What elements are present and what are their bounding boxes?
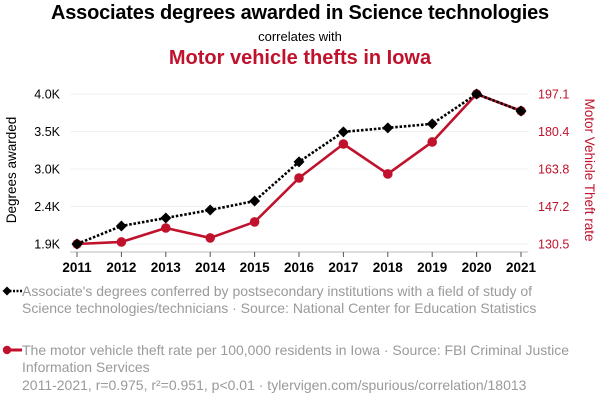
degrees-point bbox=[115, 220, 127, 232]
grid-lines bbox=[70, 93, 528, 245]
legend-item-thefts: The motor vehicle theft rate per 100,000… bbox=[2, 342, 582, 376]
x-tick-label: 2013 bbox=[151, 260, 182, 275]
right-tick-label: 180.4 bbox=[538, 125, 569, 139]
degrees-point bbox=[160, 212, 172, 224]
chart-title: Associates degrees awarded in Science te… bbox=[51, 2, 549, 24]
left-tick-label: 3.0K bbox=[34, 163, 60, 177]
x-tick-label: 2021 bbox=[506, 260, 537, 275]
left-tick-label: 2.4K bbox=[34, 200, 60, 214]
series-group bbox=[71, 88, 527, 250]
degrees-point bbox=[471, 88, 483, 100]
theft-rate-point bbox=[427, 137, 438, 147]
right-axis-title: Motor Vehicle Theft rate bbox=[582, 98, 597, 241]
axes: 1.9K 130.5 2.4K 147.2 3.0K 163.8 3.5K 180.4 4.0K… bbox=[4, 88, 597, 276]
x-tick-label: 2018 bbox=[373, 260, 404, 275]
degrees-point bbox=[71, 238, 83, 250]
x-tick-label: 2016 bbox=[284, 260, 315, 275]
degrees-point bbox=[515, 105, 527, 117]
theft-rate-point bbox=[338, 139, 349, 149]
left-tick-label: 4.0K bbox=[34, 88, 60, 102]
degrees-point bbox=[337, 126, 349, 138]
x-tick-label: 2014 bbox=[195, 260, 226, 275]
degrees-point bbox=[249, 195, 261, 207]
legend-label-degrees: Associate's degrees conferred by postsec… bbox=[22, 283, 537, 316]
theft-rate-point bbox=[249, 217, 260, 227]
theft-rate-point bbox=[294, 173, 304, 183]
right-tick-label: 130.5 bbox=[538, 238, 569, 252]
legend-item-degrees: Associate's degrees conferred by postsec… bbox=[2, 283, 582, 317]
left-tick-label: 3.5K bbox=[34, 125, 60, 139]
diamond-dotted-line-icon bbox=[2, 286, 22, 296]
x-tick-label: 2011 bbox=[62, 260, 92, 275]
left-axis-title: Degrees awarded bbox=[4, 117, 19, 224]
theft-rate-point bbox=[116, 237, 127, 247]
chart-subtitle: correlates with bbox=[258, 29, 342, 44]
x-tick-label: 2020 bbox=[462, 260, 492, 275]
degrees-point bbox=[204, 204, 216, 216]
degrees-point bbox=[382, 122, 394, 134]
degrees-point bbox=[293, 156, 305, 168]
x-tick-label: 2015 bbox=[240, 260, 271, 275]
legend-label-thefts: The motor vehicle theft rate per 100,000… bbox=[22, 342, 570, 375]
theft-rate-point bbox=[383, 169, 393, 179]
chart-title-secondary: Motor vehicle thefts in Iowa bbox=[168, 47, 432, 69]
chart-svg: 1.9K 130.5 2.4K 147.2 3.0K 163.8 3.5K 180.4 4.0K… bbox=[4, 88, 597, 276]
x-tick-label: 2012 bbox=[106, 260, 136, 275]
degrees-point bbox=[426, 118, 438, 130]
theft-rate-point bbox=[161, 223, 171, 233]
circle-solid-line-icon bbox=[2, 345, 22, 355]
x-tick-label: 2017 bbox=[328, 260, 358, 275]
right-tick-label: 197.1 bbox=[538, 88, 569, 102]
left-tick-label: 1.9K bbox=[34, 238, 60, 252]
x-tick-label: 2019 bbox=[417, 260, 447, 275]
theft-rate-point bbox=[205, 233, 215, 243]
right-tick-label: 163.8 bbox=[538, 163, 569, 177]
footer-stats: 2011-2021, r=0.975, r²=0.951, p<0.01 · t… bbox=[22, 377, 527, 393]
right-tick-label: 147.2 bbox=[538, 200, 569, 214]
